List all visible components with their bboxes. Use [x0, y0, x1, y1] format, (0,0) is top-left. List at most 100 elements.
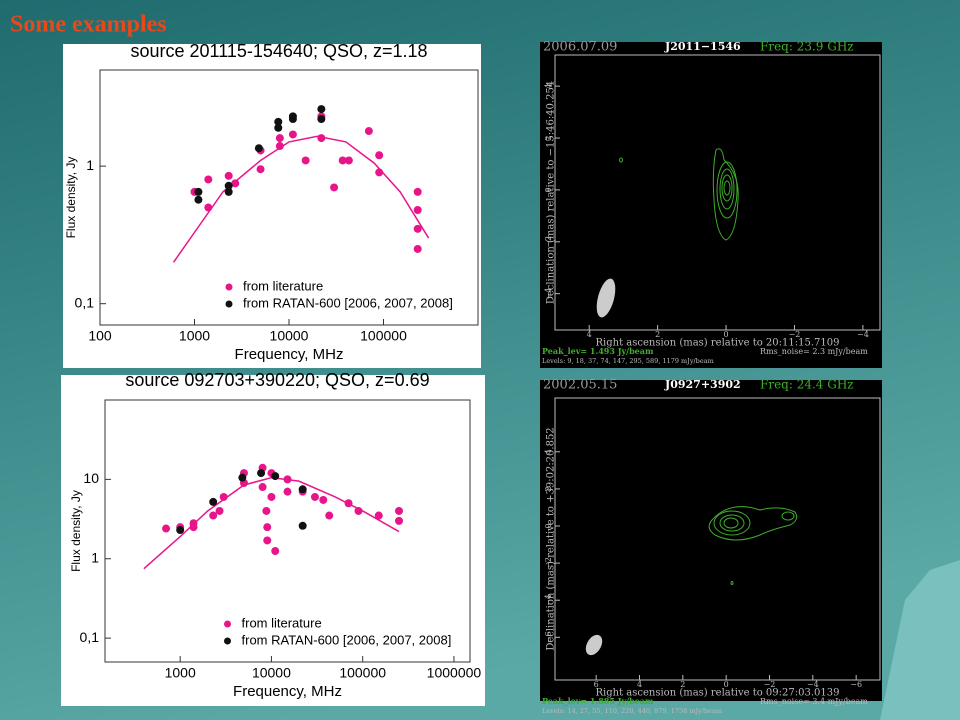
map-rms: Rms_noise= 3.4 mJy/beam [760, 697, 868, 706]
data-point [271, 547, 280, 556]
fit-curve [143, 476, 400, 570]
data-point [301, 156, 310, 165]
data-point [394, 506, 403, 515]
map-date: 2006.07.09 [543, 40, 617, 55]
data-point [317, 134, 326, 143]
data-point [354, 506, 363, 515]
chart-title: source 092703+390220; QSO, z=0.69 [125, 370, 429, 390]
y-tick-label: 4 [544, 84, 553, 89]
map: 2006.07.09 J2011−1546 Freq: 23.9 GHzDeclin… [542, 40, 881, 365]
data-point [204, 175, 213, 184]
data-point [258, 483, 267, 492]
x-tick-label: 1000 [179, 328, 210, 344]
data-point [413, 187, 422, 196]
data-point [344, 499, 353, 508]
data-point [283, 487, 292, 496]
x-tick-label: 10000 [252, 665, 291, 681]
data-point [344, 156, 353, 165]
data-point [224, 187, 233, 196]
data-point [317, 105, 326, 114]
data-point [257, 469, 266, 478]
x-tick-label: 1000 [165, 665, 196, 681]
data-point [288, 130, 297, 139]
map-peak: Peak_lev= 1.493 Jy/beam [542, 346, 654, 356]
y-tick-label: 10 [83, 470, 99, 486]
map-panel [540, 42, 882, 368]
y-axis-label: Flux density, Jy [69, 490, 83, 572]
data-point [194, 187, 203, 196]
legend-label: from RATAN-600 [2006, 2007, 2008] [242, 632, 452, 647]
chart-panel [63, 44, 481, 368]
data-point [263, 523, 272, 532]
beam [596, 278, 616, 318]
map-x-label: Right ascension (mas) relative to 09:27:… [596, 688, 840, 699]
chart-title: source 201115-154640; QSO, z=1.18 [130, 41, 427, 61]
legend-marker [225, 300, 233, 308]
data-point [189, 519, 198, 528]
x-tick-label: 6 [594, 680, 599, 689]
map-frame [554, 54, 881, 331]
y-tick-label: 0,1 [75, 294, 95, 310]
x-tick-label: −2 [764, 680, 776, 689]
contours [708, 506, 798, 585]
x-axis-label: Frequency, MHz [235, 346, 344, 363]
fit-curve [172, 135, 430, 263]
x-tick-label: 100 [88, 328, 112, 344]
y-tick-label: −4 [544, 288, 553, 300]
data-point [256, 165, 265, 174]
map-source: J2011−1546 [664, 40, 741, 53]
data-point [262, 506, 271, 515]
data-point [204, 203, 213, 212]
legend-marker [224, 620, 231, 628]
data-point [413, 224, 422, 233]
y-tick-label: 1 [91, 549, 99, 565]
x-tick-label: 4 [637, 680, 642, 689]
legend-label: from literature [243, 278, 323, 293]
data-point [209, 497, 218, 506]
data-point [224, 171, 233, 180]
data-point [330, 183, 339, 192]
data-point [215, 506, 224, 515]
data-point [219, 492, 228, 501]
data-point [274, 123, 283, 132]
data-point [310, 492, 319, 501]
map-date: 2002.05.15 [543, 378, 617, 393]
y-tick-label: 4 [544, 449, 553, 454]
x-tick-label: 2 [655, 330, 660, 339]
y-axis-label: Flux density, Jy [64, 157, 78, 239]
data-point [374, 511, 383, 520]
data-point [254, 144, 263, 153]
data-point [283, 475, 292, 484]
y-tick-label: 1 [86, 157, 94, 173]
data-point [267, 492, 276, 501]
x-tick-label: −6 [850, 680, 862, 689]
y-tick-label: −4 [544, 594, 553, 606]
data-point [375, 168, 384, 177]
x-tick-label: −4 [807, 680, 819, 689]
y-tick-label: 0 [544, 523, 553, 528]
data-point [325, 511, 334, 520]
data-point [413, 244, 422, 253]
data-point [298, 485, 307, 494]
legend-marker [225, 283, 233, 291]
chart-panel [61, 375, 485, 706]
map-x-label: Right ascension (mas) relative to 20:11:… [596, 338, 840, 349]
x-tick-label: 10000 [270, 328, 309, 344]
map-frame [554, 397, 881, 681]
y-tick-label: −6 [544, 631, 553, 643]
y-tick-label: 2 [544, 486, 553, 491]
x-axis-label: Frequency, MHz [233, 683, 342, 700]
x-tick-label: −4 [857, 330, 869, 339]
map-rms: Rms_noise= 2.3 mJy/beam [760, 347, 868, 356]
data-point [319, 495, 328, 504]
x-tick-label: −2 [789, 330, 801, 339]
data-point [176, 526, 185, 535]
y-tick-label: 0 [544, 187, 553, 192]
data-point [298, 521, 307, 530]
y-tick-label: −2 [544, 236, 553, 248]
x-tick-label: 1000000 [427, 665, 482, 681]
data-point [274, 117, 283, 126]
data-point [413, 205, 422, 214]
data-point [317, 115, 326, 124]
